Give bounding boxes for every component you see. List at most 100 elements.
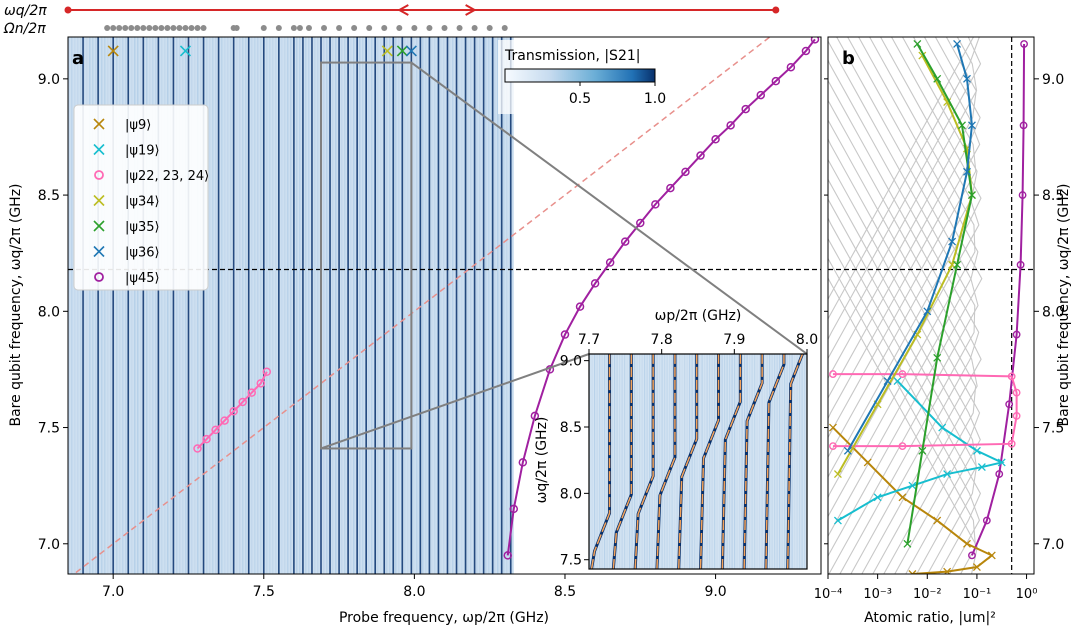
mode-dot (194, 25, 201, 31)
atomic-ratio-x-marker (953, 40, 962, 48)
heatmap-noise-stripe (512, 37, 514, 574)
panel-b-x-tick-label: 10⁻⁴ (814, 587, 843, 602)
inset-noise-stripe (661, 354, 663, 569)
inset-noise-stripe (634, 354, 636, 569)
x-tick-label: 8.5 (554, 584, 576, 600)
atomic-ratio-o-marker (898, 442, 907, 451)
atomic-ratio-x-marker (958, 121, 966, 130)
heatmap-noise-stripe (281, 37, 283, 574)
heatmap-noise-stripe (110, 37, 112, 574)
y-tick-label: 8.0 (38, 304, 60, 320)
other-mode-curve (828, 276, 978, 574)
atomic-ratio-o-marker (1018, 191, 1027, 199)
inset-x-tick-label: 7.7 (578, 332, 600, 348)
heatmap-noise-stripe (185, 37, 187, 574)
zoom-connector-lower (320, 353, 590, 450)
mode-dot (396, 25, 403, 31)
atomic-ratio-x-marker (908, 481, 917, 490)
mode-dot (134, 25, 141, 31)
inset-noise-stripe (726, 354, 728, 569)
panel-b-y-tick-label: 8.5 (1042, 188, 1064, 204)
panel-b-x-label: Atomic ratio, |um|² (864, 610, 996, 626)
mode-dot (456, 25, 463, 31)
inset-noise-stripe (731, 354, 733, 569)
inset-noise-stripe (684, 354, 686, 569)
psi-45-marker (636, 218, 645, 228)
heatmap-noise-stripe (368, 37, 370, 574)
heatmap-noise-stripe (194, 37, 196, 574)
inset-noise-stripe (719, 354, 721, 569)
heatmap-noise-stripe (149, 37, 151, 574)
legend-o-marker (94, 272, 104, 282)
mode-frequency-dots (104, 25, 508, 31)
atomic-ratio-x-marker (918, 446, 927, 455)
heatmap-noise-stripe (257, 37, 259, 574)
atomic-ratio-x-marker (833, 516, 842, 525)
heatmap-noise-stripe (161, 37, 163, 574)
heatmap-noise-stripe (395, 37, 397, 574)
atomic-ratio-o-marker (1012, 412, 1021, 420)
x-tick-label: 9.0 (704, 584, 726, 600)
other-mode-curve (828, 37, 982, 479)
inset-noise-stripe (666, 354, 668, 569)
other-mode-curve (828, 216, 982, 574)
other-mode-curve (828, 37, 980, 320)
atomic-ratio-o-marker (1012, 330, 1021, 339)
mode-dot (471, 25, 478, 31)
heatmap-noise-stripe (86, 37, 88, 574)
other-mode-curve (828, 58, 980, 574)
inset-noise-stripe (639, 354, 641, 569)
mode-dot (116, 25, 123, 31)
zoom-rectangle (320, 61, 413, 450)
inset-fit-curve (743, 354, 763, 569)
inset-x-ticks: 7.7 7.8 7.9 8.0 (578, 332, 818, 354)
psi-45-marker (810, 37, 820, 44)
other-mode-curve (828, 198, 978, 574)
psi-45-data (503, 37, 820, 560)
other-mode-curve (828, 137, 981, 574)
inset-fit-curve (677, 354, 698, 569)
mode-dot (275, 25, 282, 31)
inset-fit-curve (612, 354, 633, 569)
heatmap-noise-stripe (272, 37, 274, 574)
psi-22-23-24-marker (247, 388, 256, 397)
inset-noise-stripe (681, 354, 683, 569)
heatmap-noise-stripe (200, 37, 202, 574)
psi-45-marker (801, 46, 811, 56)
inset-noise-stripe (694, 354, 696, 569)
legend-box (73, 104, 209, 291)
atomic-ratio-x-marker (873, 493, 882, 502)
panel-a: a |ψ9⟩|ψ19⟩|ψ22, 23, 24⟩|ψ34⟩|ψ35⟩|ψ36⟩|… (8, 36, 822, 626)
state-x-marker-stroke (179, 45, 192, 57)
heatmap-noise-stripe (242, 37, 244, 574)
heatmap-noise-stripe (122, 37, 124, 574)
legend-x-marker (93, 220, 105, 232)
heatmap-noise-stripe (167, 37, 169, 574)
panel-b-y-tick-label: 7.0 (1042, 537, 1064, 553)
heatmap-noise-stripe (461, 37, 463, 574)
inset-noise-stripe (769, 354, 771, 569)
heatmap-noise-stripe (371, 37, 373, 574)
mode-dot (233, 25, 240, 31)
colorbar-gradient (504, 68, 656, 83)
mode-dot (164, 25, 171, 31)
inset-noise-stripe (594, 354, 596, 569)
heatmap-noise-stripe (509, 37, 511, 574)
inset-noise-stripe (804, 354, 806, 569)
heatmap-noise-stripe (422, 37, 424, 574)
legend-label: |ψ34⟩ (125, 195, 160, 210)
atomic-ratio-x-marker (933, 353, 942, 362)
top-label-omega-q: ωq/2π (4, 3, 47, 19)
x-tick-label: 7.0 (102, 584, 124, 600)
heatmap-noise-stripe (227, 37, 229, 574)
y-tick-label: 7.5 (38, 421, 60, 437)
mode-dot (426, 25, 433, 31)
heatmap-noise-stripe (485, 37, 487, 574)
atomic-ratio-x-marker (933, 516, 942, 525)
panel-a-frame (67, 36, 822, 575)
inset-noise-stripe (669, 354, 671, 569)
legend-x-marker (93, 118, 105, 130)
other-mode-curve (828, 37, 982, 341)
other-mode-curve (828, 37, 976, 518)
other-mode-curve (828, 237, 981, 574)
